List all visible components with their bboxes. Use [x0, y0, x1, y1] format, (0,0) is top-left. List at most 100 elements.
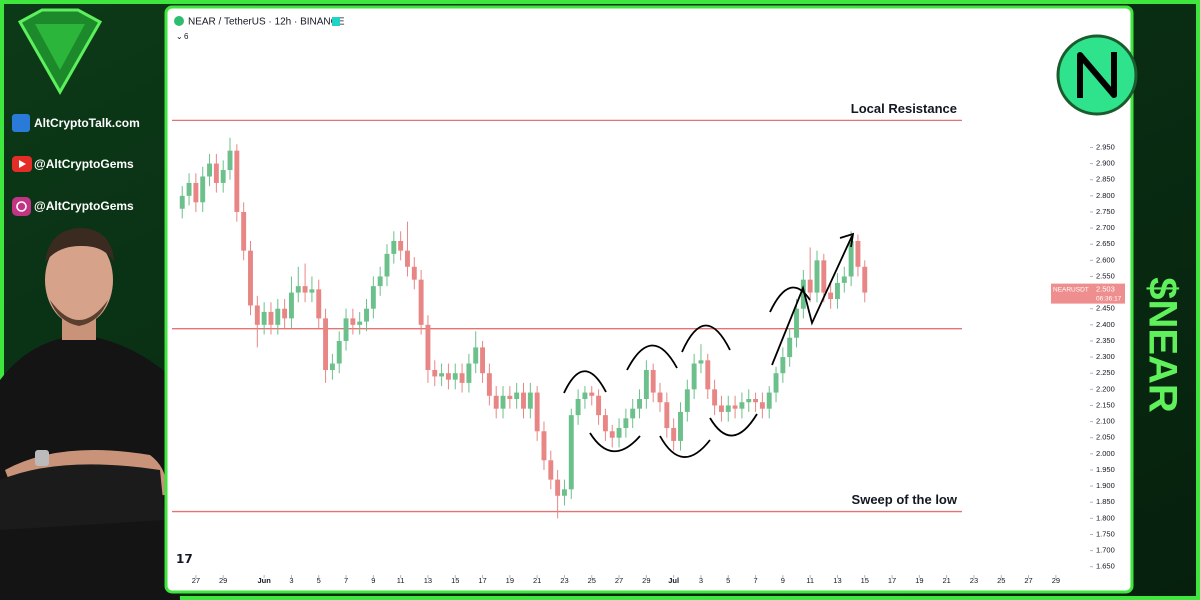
- candle-body: [398, 240, 404, 251]
- x-tick-label: 29: [219, 576, 227, 585]
- y-tick-label: 2.750: [1096, 207, 1115, 216]
- candle-body: [261, 311, 267, 325]
- candle-body: [282, 308, 288, 319]
- candle-body: [377, 276, 383, 287]
- candle-body: [473, 347, 479, 364]
- candle-body: [207, 163, 212, 177]
- candle-body: [561, 489, 567, 496]
- candle-body: [821, 260, 827, 293]
- indicator-count[interactable]: 6: [184, 32, 189, 41]
- x-tick-label: 19: [506, 576, 514, 585]
- instagram-handle: @AltCryptoGems: [34, 199, 134, 213]
- candle-body: [739, 402, 745, 409]
- candle-body: [800, 279, 806, 309]
- candle-body: [664, 402, 670, 429]
- candle-body: [609, 431, 615, 438]
- candle-body: [302, 286, 308, 293]
- y-tick-label: 2.250: [1096, 368, 1115, 377]
- candle-body: [425, 324, 431, 370]
- presenter-photo: [0, 228, 180, 600]
- x-tick-label: 27: [192, 576, 200, 585]
- candle-body: [848, 240, 854, 277]
- candle-body: [234, 150, 240, 212]
- candle-body: [193, 182, 199, 203]
- x-tick-label: 3: [289, 576, 293, 585]
- candle-body: [248, 250, 253, 306]
- x-tick-label: 3: [699, 576, 703, 585]
- price-tag-symbol: NEARUSDT: [1053, 286, 1089, 293]
- candle-body: [295, 286, 301, 293]
- indicator-toggle[interactable]: ⌄: [176, 32, 183, 41]
- near-badge: [1056, 34, 1138, 116]
- x-tick-label: 9: [781, 576, 785, 585]
- candle-body: [329, 363, 335, 370]
- candle-body: [521, 392, 526, 409]
- y-tick-label: 1.950: [1096, 465, 1115, 474]
- candle-body: [582, 392, 588, 400]
- y-tick-label: 2.050: [1096, 433, 1115, 442]
- candle-body: [227, 150, 233, 171]
- candle-body: [835, 282, 840, 300]
- candle-body: [718, 405, 724, 412]
- candle-body: [650, 369, 656, 393]
- candle-body: [746, 399, 752, 403]
- symbol-icon: [174, 16, 184, 26]
- x-tick-label: 11: [397, 576, 405, 585]
- y-tick-label: 2.150: [1096, 400, 1115, 409]
- x-tick-label: 11: [806, 576, 814, 585]
- x-tick-label: 25: [997, 576, 1005, 585]
- candle-body: [527, 392, 533, 409]
- y-tick-label: 2.900: [1096, 159, 1115, 168]
- candle-body: [370, 286, 376, 309]
- candle-body: [391, 240, 397, 254]
- plot: 1.650 1.700 1.750 1.800 1.850 1.900 1.950 2.000…: [172, 101, 1125, 585]
- candle-body: [807, 279, 813, 293]
- x-tick-label: 29: [642, 576, 650, 585]
- x-tick-label: 27: [615, 576, 623, 585]
- y-tick-label: 1.850: [1096, 497, 1115, 506]
- y-tick-label: 2.300: [1096, 352, 1115, 361]
- x-tick-label: 5: [317, 576, 321, 585]
- tv-logo: 𝟭𝟳: [176, 552, 193, 566]
- y-tick-label: 2.700: [1096, 223, 1115, 232]
- candle-body: [268, 311, 274, 325]
- candle-body: [445, 373, 451, 380]
- youtube-handle: @AltCryptoGems: [34, 157, 134, 171]
- candle-body: [316, 289, 322, 319]
- candle-body: [616, 428, 622, 438]
- candle-body: [275, 308, 281, 325]
- x-tick-label: 17: [478, 576, 486, 585]
- candle-body: [623, 418, 629, 429]
- y-tick-label: 2.800: [1096, 191, 1115, 200]
- y-tick-label: 1.800: [1096, 513, 1115, 522]
- candle-body: [780, 357, 786, 374]
- candle-body: [814, 260, 820, 293]
- x-tick-label: 5: [726, 576, 730, 585]
- candle-body: [794, 308, 799, 338]
- candle-body: [575, 399, 581, 416]
- candle-body: [548, 460, 554, 480]
- candle-body: [841, 276, 847, 283]
- price-tag-countdown: 06:36:17: [1096, 295, 1122, 302]
- price-tag-value: 2.503: [1096, 285, 1115, 294]
- candle-body: [418, 279, 424, 325]
- candle-body: [480, 347, 486, 374]
- candle-body: [343, 318, 349, 341]
- x-tick-label: 21: [533, 576, 541, 585]
- y-tick-label: 2.950: [1096, 142, 1115, 151]
- x-tick-label: 23: [970, 576, 978, 585]
- candle-body: [384, 253, 390, 277]
- chart-panel: [164, 5, 1134, 594]
- y-tick-label: 2.200: [1096, 384, 1115, 393]
- candle-body: [500, 395, 506, 409]
- candle-body: [637, 399, 642, 409]
- candle-body: [357, 321, 363, 325]
- x-tick-label: 9: [371, 576, 375, 585]
- youtube-row: @AltCryptoGems: [12, 156, 134, 172]
- candle-body: [671, 428, 677, 441]
- y-tick-label: 2.100: [1096, 417, 1115, 426]
- candle-body: [364, 308, 369, 322]
- candle-body: [691, 363, 697, 390]
- candle-body: [411, 266, 417, 280]
